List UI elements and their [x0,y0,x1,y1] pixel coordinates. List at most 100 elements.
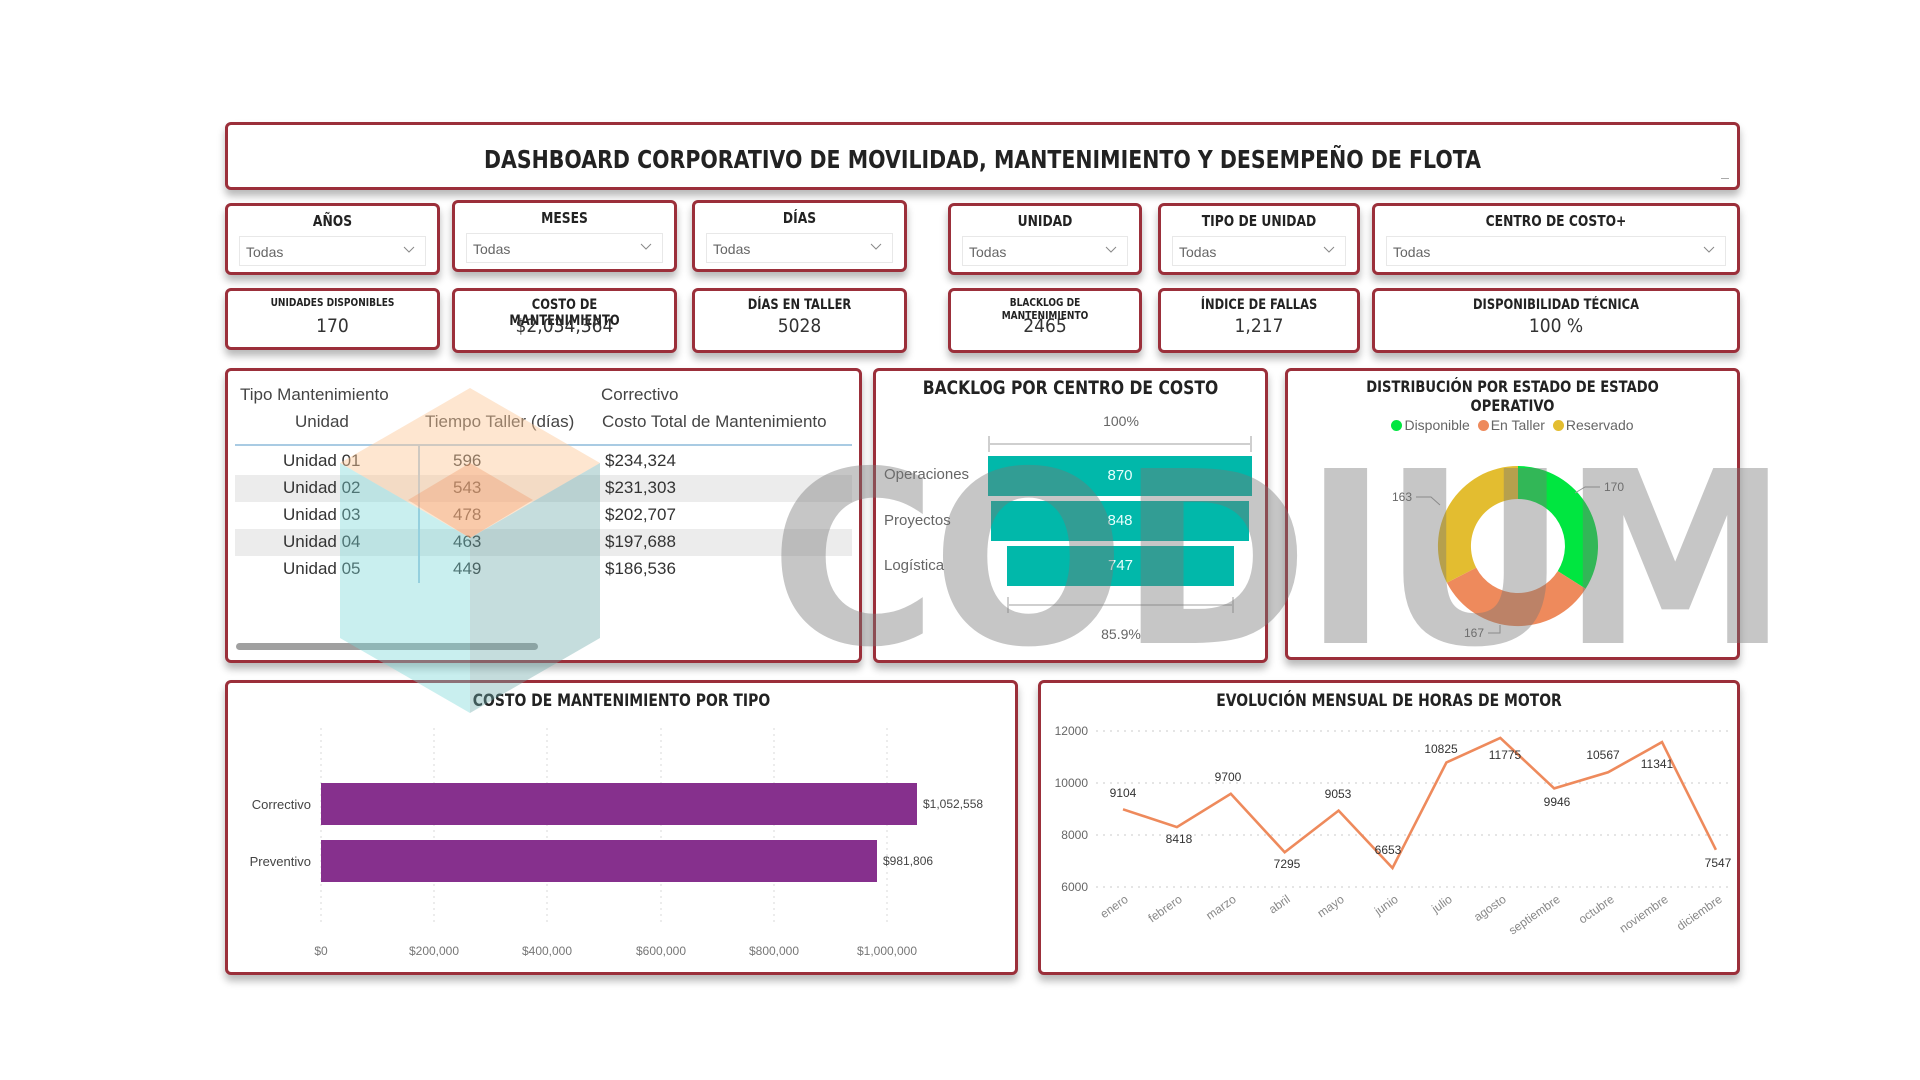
chevron-down-icon [640,243,652,250]
horas-motor-line[interactable] [1122,736,1718,871]
svg-text:7547: 7547 [1705,856,1732,870]
slicer-value: Todas [1179,244,1217,260]
slicer-meses: MESES Todas [452,200,677,272]
funnel-bar-operaciones[interactable]: 870 [988,456,1252,496]
slicer-dropdown-centro-costo[interactable]: Todas [1386,236,1726,266]
svg-text:8418: 8418 [1166,832,1193,846]
svg-text:$400,000: $400,000 [522,944,572,958]
table-row[interactable]: Unidad 05 449 $186,536 [235,556,852,583]
legend-dot-icon [1552,420,1564,431]
x-axis-ticks: enero febrero marzo abril mayo junio jul… [1098,892,1725,938]
slicer-dias: DÍAS Todas [692,200,907,272]
kpi-value: 2465 [1023,315,1067,337]
slicer-centro-costo: CENTRO DE COSTO+ Todas [1372,203,1740,275]
chart-title: COSTO DE MANTENIMIENTO POR TIPO [472,691,771,711]
svg-text:$600,000: $600,000 [636,944,686,958]
svg-text:9700: 9700 [1215,770,1242,784]
svg-text:6000: 6000 [1061,880,1088,894]
cell-costo: $186,536 [605,559,676,578]
svg-text:enero: enero [1098,892,1131,921]
cell-unidad: Unidad 05 [283,559,361,578]
svg-text:julio: julio [1428,892,1455,916]
table-row[interactable]: Unidad 04 463 $197,688 [235,529,852,556]
cell-tiempo: 478 [453,505,482,524]
svg-text:noviembre: noviembre [1617,892,1671,936]
cell-tiempo: 596 [453,451,482,470]
cell-tiempo: 449 [453,559,482,578]
bar-correctivo[interactable] [321,783,917,825]
svg-text:junio: junio [1371,892,1401,919]
slicer-label: DÍAS [782,209,817,227]
kpi-label: DISPONIBILIDAD TÉCNICA [1473,297,1639,313]
slicer-dropdown-tipo-unidad[interactable]: Todas [1172,236,1346,266]
legend-label: En Taller [1490,417,1545,433]
kpi-backlog-mantenimiento: BLACKLOG DE MANTENIMIENTO 2465 [948,288,1142,353]
slicer-tipo-unidad: TIPO DE UNIDAD Todas [1158,203,1360,275]
slicer-value: Todas [969,244,1007,260]
slicer-label: CENTRO DE COSTO+ [1485,212,1627,230]
category-label: Correctivo [252,797,311,812]
donut-slice-reservado[interactable] [1437,465,1518,583]
funnel-label: Logística [884,557,945,574]
donut-svg: 170 163 167 [1392,465,1624,640]
row-header-tipo: Tipo Mantenimiento [240,385,389,404]
svg-text:$800,000: $800,000 [749,944,799,958]
donut-slice-en-taller[interactable] [1446,567,1586,627]
cell-unidad: Unidad 04 [283,532,361,551]
bar-value-label: $1,052,558 [923,797,983,811]
y-axis-ticks: 12000 10000 8000 6000 [1055,724,1089,894]
table-row[interactable]: Unidad 02 543 $231,303 [235,475,852,502]
legend-item-reservado[interactable]: Reservado [1552,417,1634,433]
costo-por-tipo-bar-chart: COSTO DE MANTENIMIENTO POR TIPO Correcti… [225,680,1018,975]
gridlines [320,728,888,923]
slicer-dropdown-anos[interactable]: Todas [239,236,426,266]
dashboard-header: DASHBOARD CORPORATIVO DE MOVILIDAD, MANT… [225,122,1740,190]
slicer-label: UNIDAD [1017,212,1073,230]
bar-chart-svg: Correctivo Preventivo $1,052,558 $981,80… [250,728,983,958]
legend-item-disponible[interactable]: Disponible [1391,417,1470,433]
column-header-costo-total[interactable]: Costo Total de Mantenimiento [602,412,827,431]
column-header-tiempo-taller[interactable]: Tiempo Taller (días) [425,412,575,431]
slicer-dropdown-dias[interactable]: Todas [706,233,893,263]
line-chart-svg: 12000 10000 8000 6000 9104 8418 9700 729… [1055,724,1732,938]
bar-preventivo[interactable] [321,840,877,882]
funnel-bar-proyectos[interactable]: 848 [991,501,1249,541]
donut-label-en-taller: 167 [1464,626,1484,640]
legend-item-en-taller[interactable]: En Taller [1477,417,1545,433]
chart-legend: Disponible En Taller Reservado [1288,417,1737,433]
funnel-bar-logistica[interactable]: 747 [1007,546,1234,586]
legend-label: Reservado [1565,417,1634,433]
slicer-value: Todas [473,241,511,257]
minimize-icon[interactable] [1721,178,1729,179]
legend-dot-icon [1477,420,1489,431]
slicer-value: Todas [1393,244,1431,260]
funnel-label: Operaciones [884,466,970,483]
row-header-unidad[interactable]: Unidad [295,412,349,431]
svg-text:6653: 6653 [1375,843,1402,857]
slicer-dropdown-unidad[interactable]: Todas [962,236,1128,266]
cell-tiempo: 543 [453,478,482,497]
bar-value-label: $981,806 [883,854,933,868]
svg-text:septiembre: septiembre [1506,892,1563,938]
horizontal-scrollbar[interactable] [236,643,538,650]
kpi-label: DÍAS EN TALLER [747,297,852,313]
funnel-bottom-bracket [1007,597,1234,613]
svg-text:11341: 11341 [1641,757,1674,771]
slicer-label: AÑOS [312,212,353,230]
bar-value: 848 [1107,512,1133,529]
svg-text:diciembre: diciembre [1674,892,1725,933]
table-row[interactable]: Unidad 03 478 $202,707 [235,502,852,529]
donut-slice-disponible[interactable] [1518,466,1599,589]
slicer-dropdown-meses[interactable]: Todas [466,233,663,263]
slicer-value: Todas [713,241,751,257]
kpi-dias-taller: DÍAS EN TALLER 5028 [692,288,907,353]
kpi-label: ÍNDICE DE FALLAS [1200,297,1318,313]
slicer-unidad: UNIDAD Todas [948,203,1142,275]
svg-text:$200,000: $200,000 [409,944,459,958]
chevron-down-icon [403,246,415,253]
chart-title: BACKLOG POR CENTRO DE COSTO [922,377,1219,399]
table-row[interactable]: Unidad 01 596 $234,324 [235,448,852,475]
cell-costo: $231,303 [605,478,676,497]
svg-text:marzo: marzo [1203,892,1239,923]
data-labels: 9104 8418 9700 7295 9053 6653 10825 1177… [1110,742,1732,871]
